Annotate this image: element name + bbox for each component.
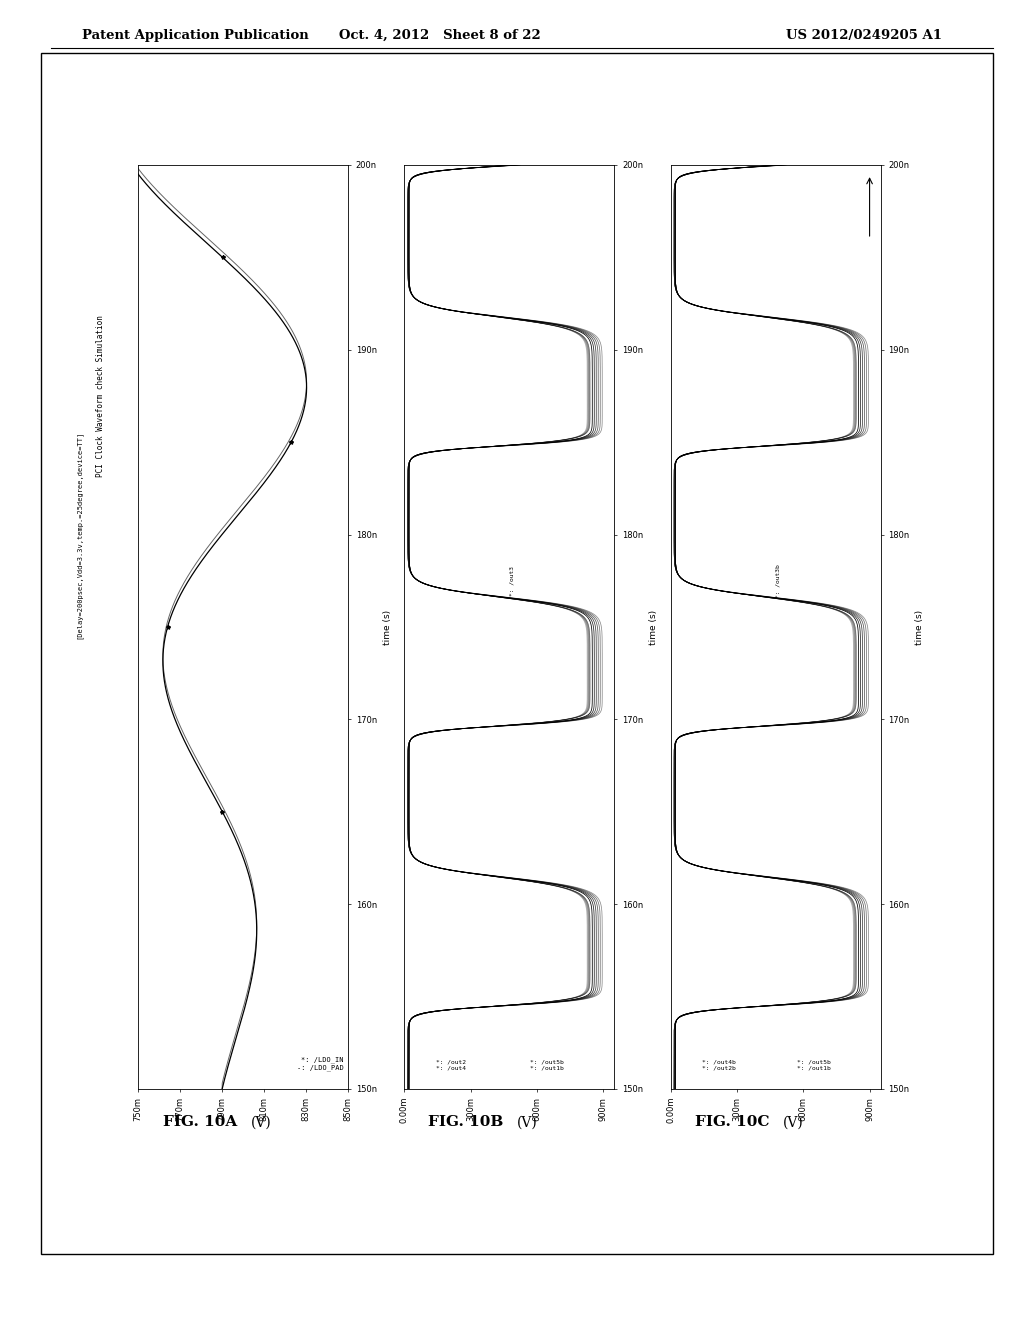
Text: *: /LDO_IN
-: /LDO_PAD: *: /LDO_IN -: /LDO_PAD [297,1056,344,1071]
Text: *: /out5b
*: /out1b: *: /out5b *: /out1b [530,1060,564,1071]
Text: (V): (V) [783,1115,804,1130]
Text: PCI Clock Waveform check Simulation: PCI Clock Waveform check Simulation [96,315,104,477]
Y-axis label: time (s): time (s) [383,610,391,644]
Text: *: /out4b
*: /out2b: *: /out4b *: /out2b [702,1060,736,1071]
Text: *: /out2
*: /out4: *: /out2 *: /out4 [436,1060,466,1071]
Text: FIG. 10B: FIG. 10B [428,1115,504,1130]
Y-axis label: time (s): time (s) [649,610,657,644]
Text: (V): (V) [251,1115,271,1130]
Text: FIG. 10A: FIG. 10A [163,1115,237,1130]
Text: *: /out5b
*: /out1b: *: /out5b *: /out1b [797,1060,830,1071]
Text: US 2012/0249205 A1: US 2012/0249205 A1 [786,29,942,42]
Text: FIG. 10C: FIG. 10C [695,1115,769,1130]
Text: Patent Application Publication: Patent Application Publication [82,29,308,42]
Text: Oct. 4, 2012   Sheet 8 of 22: Oct. 4, 2012 Sheet 8 of 22 [339,29,542,42]
Text: *: /out3b: *: /out3b [776,564,780,598]
Text: (V): (V) [517,1115,538,1130]
Text: [Delay=200psec,Vdd=3.3v,temp.=25degree,device=TT]: [Delay=200psec,Vdd=3.3v,temp.=25degree,d… [76,430,83,639]
Text: *: /out3: *: /out3 [510,566,514,595]
Y-axis label: time (s): time (s) [915,610,924,644]
